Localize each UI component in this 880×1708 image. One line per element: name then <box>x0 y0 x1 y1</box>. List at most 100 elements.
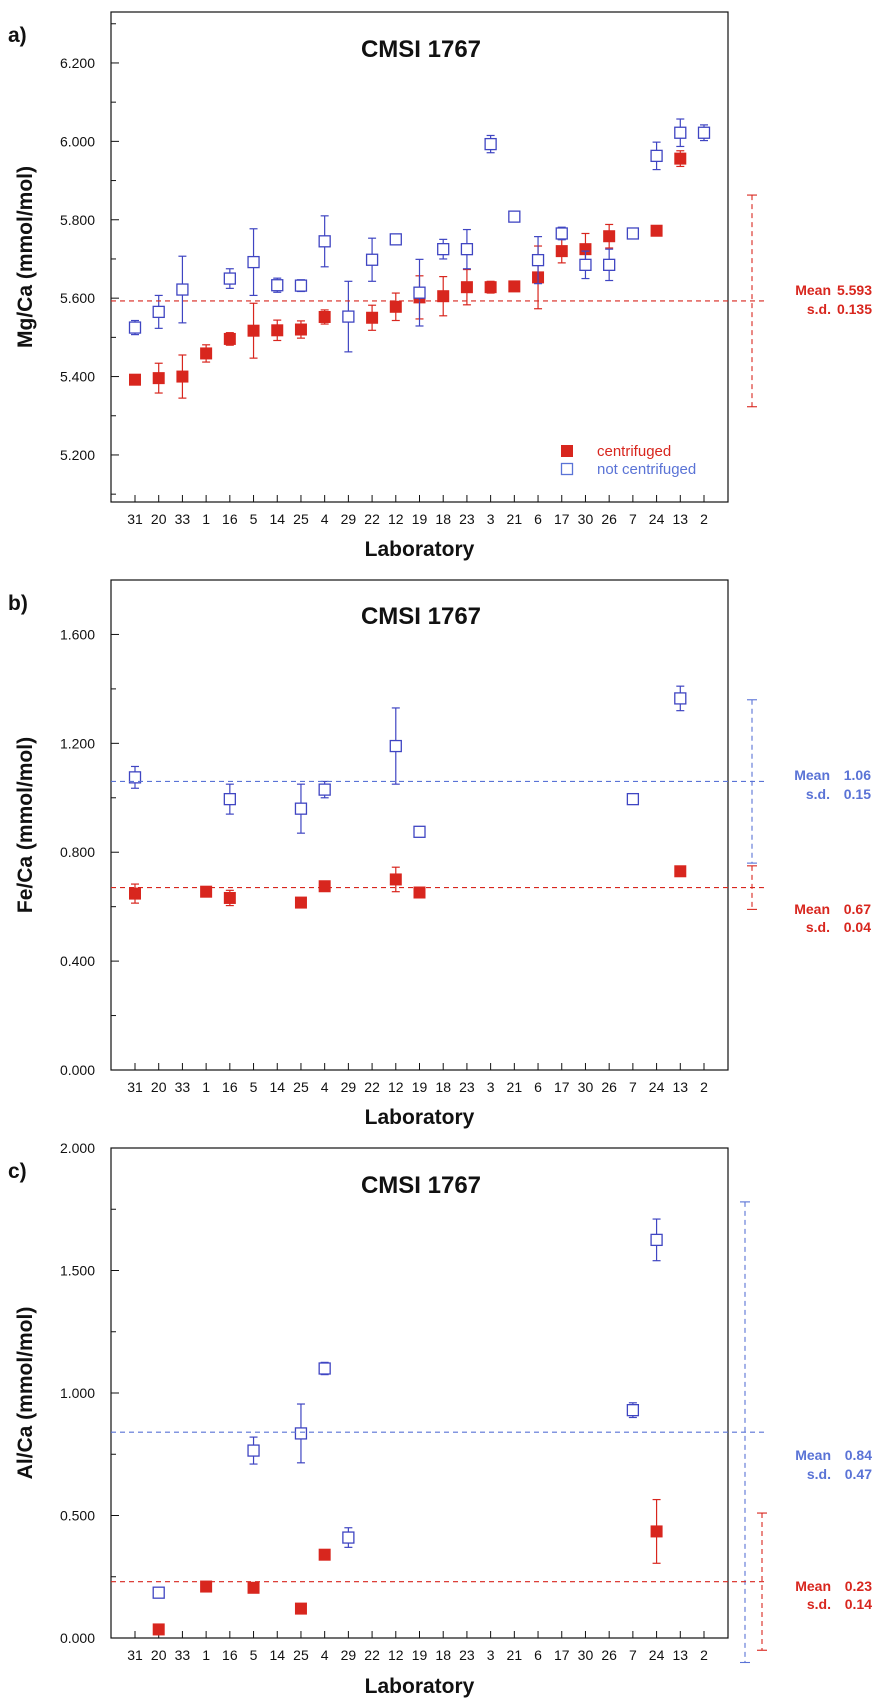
legend-label-not-centrifuged: not centrifuged <box>597 461 696 478</box>
data-point-centrifuged <box>294 896 307 909</box>
data-point-not-centrifuged <box>650 149 663 163</box>
data-point-not-centrifuged <box>626 227 640 240</box>
data-point-not-centrifuged <box>128 771 142 784</box>
data-point-centrifuged <box>294 1602 307 1615</box>
x-tick-label: 26 <box>601 1079 617 1095</box>
data-point-centrifuged <box>484 281 497 294</box>
data-point-not-centrifuged <box>413 825 426 838</box>
mean-value: 0.67 <box>844 901 871 917</box>
x-tick-label: 13 <box>673 1647 689 1663</box>
x-tick-label: 20 <box>151 511 167 527</box>
chart-title: CMSI 1767 <box>361 36 481 63</box>
y-tick-label: 0.800 <box>60 844 95 860</box>
data-point-centrifuged <box>318 1548 331 1561</box>
x-tick-label: 1 <box>202 1647 210 1663</box>
panel-letter: a) <box>8 24 27 47</box>
sd-range <box>747 194 757 408</box>
legend-marker-centrifuged <box>561 445 573 457</box>
x-tick-label: 14 <box>269 1647 285 1663</box>
data-point-not-centrifuged <box>674 692 687 705</box>
x-tick-label: 25 <box>293 1079 309 1095</box>
plot-frame <box>110 1147 729 1639</box>
sd-label: s.d. <box>807 1596 831 1612</box>
x-tick-label: 29 <box>341 1079 357 1095</box>
y-tick-label: 5.200 <box>60 447 95 463</box>
x-tick-label: 2 <box>700 1079 708 1095</box>
y-tick-label: 6.000 <box>60 133 95 149</box>
x-tick-label: 26 <box>601 1647 617 1663</box>
x-tick-label: 24 <box>649 511 665 527</box>
x-tick-label: 7 <box>629 511 637 527</box>
data-point-not-centrifuged <box>603 258 616 271</box>
x-tick-label: 3 <box>487 1647 495 1663</box>
y-tick-label: 0.000 <box>60 1062 95 1078</box>
data-point-not-centrifuged <box>223 272 236 285</box>
x-tick-label: 3 <box>487 1079 495 1095</box>
data-point-not-centrifuged <box>437 243 450 256</box>
data-point-not-centrifuged <box>152 1586 165 1599</box>
sd-range <box>757 1512 767 1651</box>
x-tick-label: 18 <box>435 1079 451 1095</box>
x-tick-label: 25 <box>293 511 309 527</box>
x-tick-label: 14 <box>269 511 285 527</box>
sd-value: 0.47 <box>845 1466 872 1482</box>
legend-marker-not-centrifuged <box>560 462 574 476</box>
data-point-not-centrifuged <box>389 233 402 246</box>
x-tick-label: 22 <box>364 1079 380 1095</box>
data-point-not-centrifuged <box>247 1444 260 1457</box>
panel-letter: c) <box>8 1160 27 1183</box>
x-axis-title: Laboratory <box>365 1106 475 1129</box>
y-tick-label: 6.200 <box>60 55 95 71</box>
sd-label: s.d. <box>807 1466 831 1482</box>
data-point-not-centrifuged <box>342 1531 355 1544</box>
mean-label: Mean <box>794 767 830 783</box>
x-tick-label: 20 <box>151 1647 167 1663</box>
data-point-centrifuged <box>460 281 473 294</box>
x-tick-label: 26 <box>601 511 617 527</box>
x-tick-label: 19 <box>412 511 428 527</box>
x-tick-label: 17 <box>554 511 570 527</box>
mean-label: Mean <box>795 282 831 298</box>
data-point-not-centrifuged <box>176 283 189 296</box>
data-point-not-centrifuged <box>508 210 521 223</box>
data-point-not-centrifuged <box>318 235 331 248</box>
data-point-not-centrifuged <box>650 1233 663 1247</box>
x-tick-label: 6 <box>534 511 542 527</box>
y-tick-label: 1.600 <box>60 626 95 642</box>
x-tick-label: 13 <box>673 511 689 527</box>
x-tick-label: 29 <box>341 511 357 527</box>
data-point-not-centrifuged <box>697 126 711 139</box>
data-point-not-centrifuged <box>342 310 355 323</box>
data-point-not-centrifuged <box>318 783 331 796</box>
data-point-centrifuged <box>271 324 284 337</box>
data-point-not-centrifuged <box>389 739 402 753</box>
sd-label: s.d. <box>806 919 830 935</box>
y-tick-label: 5.800 <box>60 212 95 228</box>
data-point-centrifuged <box>366 311 379 324</box>
x-tick-label: 18 <box>435 511 451 527</box>
x-tick-label: 16 <box>222 1079 238 1095</box>
x-tick-label: 4 <box>321 1647 329 1663</box>
x-tick-label: 3 <box>487 511 495 527</box>
sd-value: 0.14 <box>845 1596 872 1612</box>
y-tick-label: 1.200 <box>60 735 95 751</box>
data-point-centrifuged <box>152 372 165 385</box>
data-point-not-centrifuged <box>294 802 308 815</box>
x-tick-label: 33 <box>175 1079 191 1095</box>
y-axis-title: Al/Ca (mmol/mol) <box>14 1307 37 1480</box>
x-tick-label: 12 <box>388 1647 404 1663</box>
y-tick-label: 2.000 <box>60 1140 95 1156</box>
x-tick-label: 20 <box>151 1079 167 1095</box>
x-tick-label: 24 <box>649 1647 665 1663</box>
x-tick-label: 17 <box>554 1647 570 1663</box>
data-point-not-centrifuged <box>579 258 592 271</box>
data-point-centrifuged <box>200 885 213 898</box>
y-tick-label: 0.000 <box>60 1630 95 1646</box>
data-point-centrifuged <box>603 230 616 243</box>
data-point-not-centrifuged <box>626 792 640 806</box>
x-tick-label: 1 <box>202 511 210 527</box>
x-tick-label: 16 <box>222 1647 238 1663</box>
y-tick-label: 5.600 <box>60 290 95 306</box>
x-tick-label: 2 <box>700 511 708 527</box>
x-tick-label: 30 <box>578 1079 594 1095</box>
